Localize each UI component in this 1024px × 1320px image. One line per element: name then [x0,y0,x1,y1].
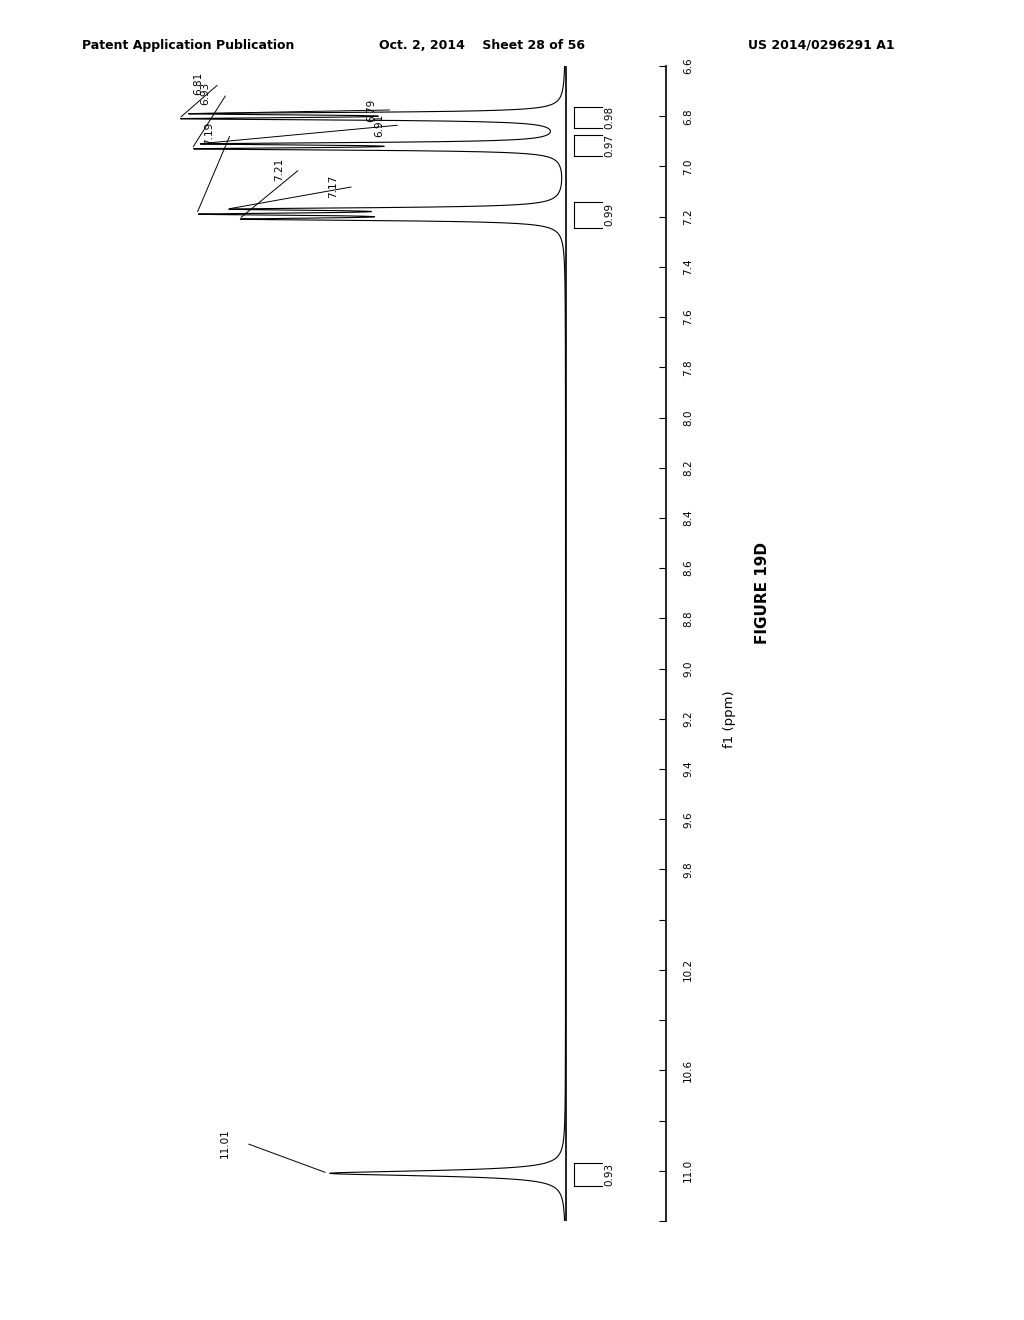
Text: 0.93: 0.93 [604,1163,614,1187]
Text: 6.79: 6.79 [367,98,376,121]
Text: 7.4: 7.4 [683,259,693,275]
Text: Patent Application Publication: Patent Application Publication [82,38,294,51]
Text: 8.2: 8.2 [683,459,693,477]
Text: 7.19: 7.19 [205,123,214,145]
Text: 6.8: 6.8 [683,108,693,124]
Text: 10.2: 10.2 [683,958,693,982]
Text: 9.8: 9.8 [683,861,693,878]
Text: 7.0: 7.0 [683,158,693,174]
Text: 6.6: 6.6 [683,58,693,74]
Text: 0.98: 0.98 [604,106,614,129]
Text: 7.2: 7.2 [683,209,693,224]
Text: 7.17: 7.17 [328,174,338,198]
Text: 9.4: 9.4 [683,760,693,777]
Text: 11.0: 11.0 [683,1159,693,1183]
Text: 11.01: 11.01 [220,1129,230,1158]
Text: f1 (ppm): f1 (ppm) [723,690,735,747]
Text: 8.0: 8.0 [683,409,693,426]
Text: 8.4: 8.4 [683,510,693,527]
Text: 6.93: 6.93 [201,82,211,106]
Text: 7.6: 7.6 [683,309,693,326]
Text: 8.6: 8.6 [683,560,693,577]
Text: 0.99: 0.99 [604,203,614,226]
Text: 6.91: 6.91 [374,114,384,137]
Text: FIGURE 19D: FIGURE 19D [756,543,770,644]
Text: 7.21: 7.21 [273,157,284,181]
Text: 6.81: 6.81 [193,73,203,95]
Text: 10.6: 10.6 [683,1059,693,1082]
Text: 0.97: 0.97 [604,135,614,157]
Text: 8.8: 8.8 [683,610,693,627]
Text: 9.0: 9.0 [683,660,693,677]
Text: 7.8: 7.8 [683,359,693,376]
Text: Oct. 2, 2014    Sheet 28 of 56: Oct. 2, 2014 Sheet 28 of 56 [379,38,585,51]
Text: US 2014/0296291 A1: US 2014/0296291 A1 [748,38,894,51]
Text: 9.6: 9.6 [683,810,693,828]
Text: 9.2: 9.2 [683,710,693,727]
